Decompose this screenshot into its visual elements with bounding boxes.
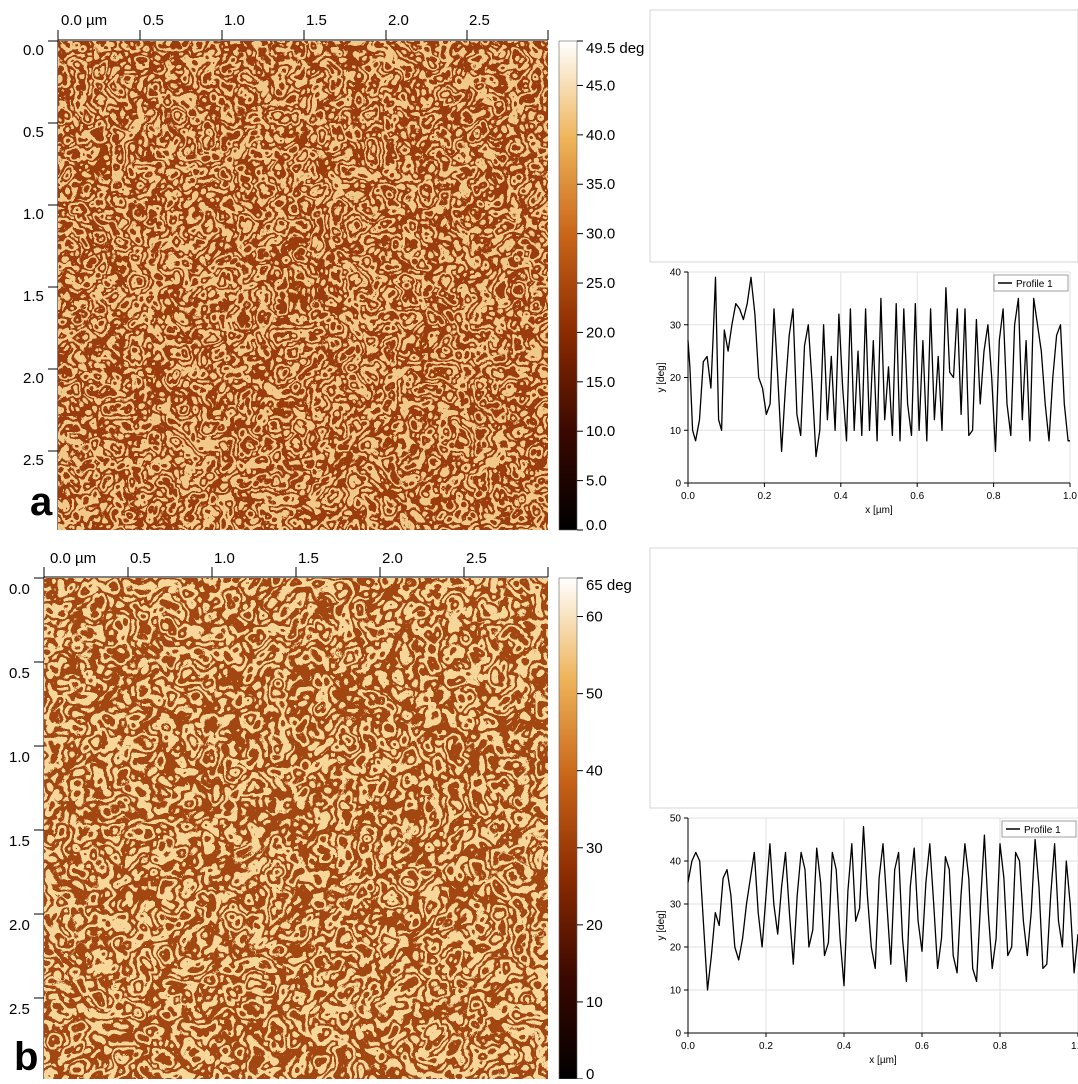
- colorbar-tick-label: 50: [586, 686, 603, 703]
- afm-a-image: [58, 41, 548, 530]
- colorbar-tick-label: 10.0: [586, 423, 615, 440]
- afm-b-y-tick: 1.0: [9, 749, 30, 766]
- panel-a: 0.0 µm 0.5 1.0 1.5 2.0 2.5 0.0 0.5 1.0 1…: [23, 12, 644, 534]
- legend-label: Profile 1: [1016, 279, 1053, 290]
- afm-b-y-tick: 0.0: [9, 581, 30, 598]
- x-tick-label: 1.0: [1063, 491, 1077, 502]
- colorbar-tick-label: 20: [586, 917, 603, 934]
- colorbar-tick-label: 45.0: [586, 77, 615, 94]
- blank-area-a: [649, 9, 1078, 263]
- colorbar-tick-label: 0: [586, 1066, 594, 1079]
- x-tick-label: 0.0: [681, 1041, 695, 1052]
- colorbar-tick-label: 20.0: [586, 324, 615, 341]
- afm-b-x-tick: 2.5: [466, 550, 487, 567]
- colorbar-a-gradient: [558, 40, 578, 531]
- colorbar-tick-label: 0.0: [586, 517, 607, 534]
- legend: Profile 1: [993, 274, 1069, 292]
- y-axis-label: y [deg]: [656, 362, 667, 392]
- afm-a-y-tick: 0.0: [23, 42, 44, 59]
- colorbar-tick-label: 60: [586, 609, 603, 626]
- afm-b-x-tick: 0.0 µm: [50, 550, 96, 567]
- colorbar-tick-label: 30: [586, 840, 603, 857]
- y-tick-label: 40: [670, 268, 682, 279]
- series-line: [687, 276, 1070, 458]
- colorbar-tick-label: 15.0: [586, 374, 615, 391]
- colorbar-tick-label: 40.0: [586, 127, 615, 144]
- legend: Profile 1: [1001, 820, 1077, 838]
- afm-a-y-tick: 0.5: [23, 124, 44, 141]
- colorbar-tick-label: 65 deg: [586, 577, 632, 594]
- y-tick-label: 10: [670, 426, 682, 437]
- colorbar-tick-label: 10: [586, 994, 603, 1011]
- legend-label: Profile 1: [1024, 825, 1061, 836]
- y-tick-label: 0: [675, 1029, 681, 1040]
- panel-label-a: a: [30, 480, 53, 524]
- x-tick-label: 0.2: [757, 491, 771, 502]
- colorbar-b-gradient: [558, 577, 578, 1080]
- profile-chart-a: 0 10 20 30 40 0.0 0.2 0.4 0.6 0.8 1.0 x [µm] y [deg]…: [656, 268, 1077, 517]
- afm-b-y-axis: 0.0 0.5 1.0 1.5 2.0 2.5: [9, 577, 45, 1079]
- y-axis-label: y [deg]: [656, 910, 667, 940]
- afm-a-x-tick: 2.5: [469, 12, 490, 29]
- x-tick-label: 0.0: [681, 491, 695, 502]
- afm-a-colorbar: 49.5 deg 45.0 40.0 35.0 30.0 25.0 20.0 15.0 10.0…: [558, 40, 644, 534]
- afm-a-x-axis: 0.0 µm 0.5 1.0 1.5 2.0 2.5: [57, 12, 549, 41]
- afm-a-y-tick: 1.5: [23, 288, 44, 305]
- profile-chart-b: 0 10 20 30 40 50 0.0 0.2 0.4 0.6 0.8 1.0 x [µm] y [de…: [656, 814, 1078, 1066]
- x-tick-label: 0.6: [910, 491, 924, 502]
- blank-area-b: [649, 547, 1078, 809]
- afm-a-x-tick: 1.5: [306, 12, 327, 29]
- afm-b-y-tick: 2.0: [9, 917, 30, 934]
- y-tick-label: 20: [670, 943, 682, 954]
- afm-b-x-axis: 0.0 µm 0.5 1.0 1.5 2.0 2.5: [43, 550, 549, 578]
- x-axis-label: x [µm]: [865, 505, 893, 516]
- afm-b-y-tick: 1.5: [9, 833, 30, 850]
- y-tick-label: 20: [670, 373, 682, 384]
- x-tick-label: 0.2: [759, 1041, 773, 1052]
- afm-a-y-axis: 0.0 0.5 1.0 1.5 2.0 2.5: [23, 40, 59, 530]
- x-axis-label: x [µm]: [869, 1055, 897, 1066]
- x-tick-label: 0.4: [837, 1041, 851, 1052]
- afm-b-x-tick: 2.0: [382, 550, 403, 567]
- afm-b-x-tick: 1.5: [298, 550, 319, 567]
- x-tick-label: 1.0: [1071, 1041, 1078, 1052]
- afm-b-image: [44, 578, 548, 1079]
- y-tick-label: 10: [670, 986, 682, 997]
- x-tick-label: 0.4: [834, 491, 848, 502]
- colorbar-tick-label: 30.0: [586, 226, 615, 243]
- x-tick-label: 0.6: [915, 1041, 929, 1052]
- afm-a-x-tick: 0.0 µm: [61, 12, 107, 29]
- y-tick-label: 50: [670, 814, 682, 825]
- afm-a-x-tick: 0.5: [143, 12, 164, 29]
- y-tick-label: 30: [670, 900, 682, 911]
- x-tick-label: 0.8: [987, 491, 1001, 502]
- x-tick-label: 0.8: [993, 1041, 1007, 1052]
- afm-a-y-tick: 1.0: [23, 206, 44, 223]
- colorbar-tick-label: 40: [586, 763, 603, 780]
- afm-b-y-tick: 0.5: [9, 665, 30, 682]
- series-line: [687, 825, 1078, 991]
- colorbar-tick-label: 35.0: [586, 176, 615, 193]
- legend-box: [993, 274, 1069, 292]
- y-tick-label: 0: [675, 479, 681, 490]
- colorbar-tick-label: 5.0: [586, 473, 607, 490]
- afm-a-y-tick: 2.5: [23, 452, 44, 469]
- afm-b-x-tick: 0.5: [130, 550, 151, 567]
- afm-b-x-tick: 1.0: [214, 550, 235, 567]
- colorbar-tick-label: 49.5 deg: [586, 40, 644, 57]
- panel-label-b: b: [14, 1035, 38, 1079]
- panel-b: 0.0 µm 0.5 1.0 1.5 2.0 2.5 0.0 0.5 1.0 1…: [9, 550, 632, 1083]
- afm-a-y-tick: 2.0: [23, 370, 44, 387]
- legend-box: [1001, 820, 1077, 838]
- afm-a-x-tick: 2.0: [388, 12, 409, 29]
- y-tick-label: 40: [670, 857, 682, 868]
- afm-b-colorbar: 65 deg 60 50 40 30 20 10 0: [558, 577, 632, 1083]
- y-tick-label: 30: [670, 320, 682, 331]
- afm-a-x-tick: 1.0: [224, 12, 245, 29]
- colorbar-tick-label: 25.0: [586, 275, 615, 292]
- afm-b-y-tick: 2.5: [9, 1001, 30, 1018]
